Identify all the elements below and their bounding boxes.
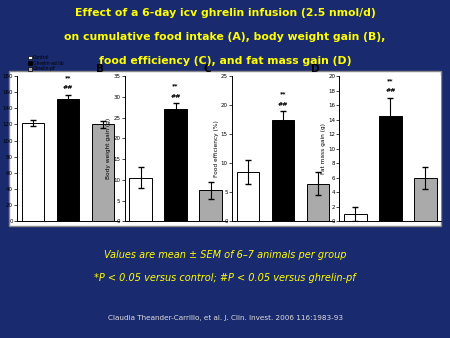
Text: on cumulative food intake (A), body weight gain (B),: on cumulative food intake (A), body weig… [64,32,386,42]
Text: food efficiency (C), and fat mass gain (D): food efficiency (C), and fat mass gain (… [99,56,351,66]
Text: *P < 0.05 versus control; #P < 0.05 versus ghrelin-pf: *P < 0.05 versus control; #P < 0.05 vers… [94,273,356,283]
Bar [237,172,259,221]
Y-axis label: Food efficiency (%): Food efficiency (%) [214,120,219,177]
Text: **: ** [172,83,179,89]
Text: ##: ## [278,102,288,106]
Text: ##: ## [170,94,181,99]
Bar [22,123,45,221]
Bar [306,184,329,221]
Text: ##: ## [385,89,396,94]
Y-axis label: Body weight gain (g): Body weight gain (g) [106,118,111,179]
Bar [272,120,294,221]
Bar [379,116,402,221]
Text: C: C [203,65,211,74]
Y-axis label: Fat mass gain (g): Fat mass gain (g) [321,123,326,174]
Bar [164,109,187,221]
Text: B: B [96,65,104,74]
Text: D: D [311,65,320,74]
Legend: Control, Ghrelin-ad lib, Ghrelin-pf: Control, Ghrelin-ad lib, Ghrelin-pf [27,55,64,71]
Text: Effect of a 6-day icv ghrelin infusion (2.5 nmol/d): Effect of a 6-day icv ghrelin infusion (… [75,8,375,19]
Text: **: ** [65,75,72,80]
Bar [344,214,367,221]
Text: ##: ## [63,85,73,90]
Text: Claudia Theander-Carrillo, et al. J. Clin. Invest. 2006 116:1983-93: Claudia Theander-Carrillo, et al. J. Cli… [108,315,342,321]
Text: Values are mean ± SEM of 6–7 animals per group: Values are mean ± SEM of 6–7 animals per… [104,250,346,260]
Bar [199,190,222,221]
Bar [129,178,152,221]
Bar [92,124,114,221]
Bar [414,178,437,221]
Text: **: ** [387,78,394,83]
Text: **: ** [280,91,286,96]
Bar [57,99,80,221]
